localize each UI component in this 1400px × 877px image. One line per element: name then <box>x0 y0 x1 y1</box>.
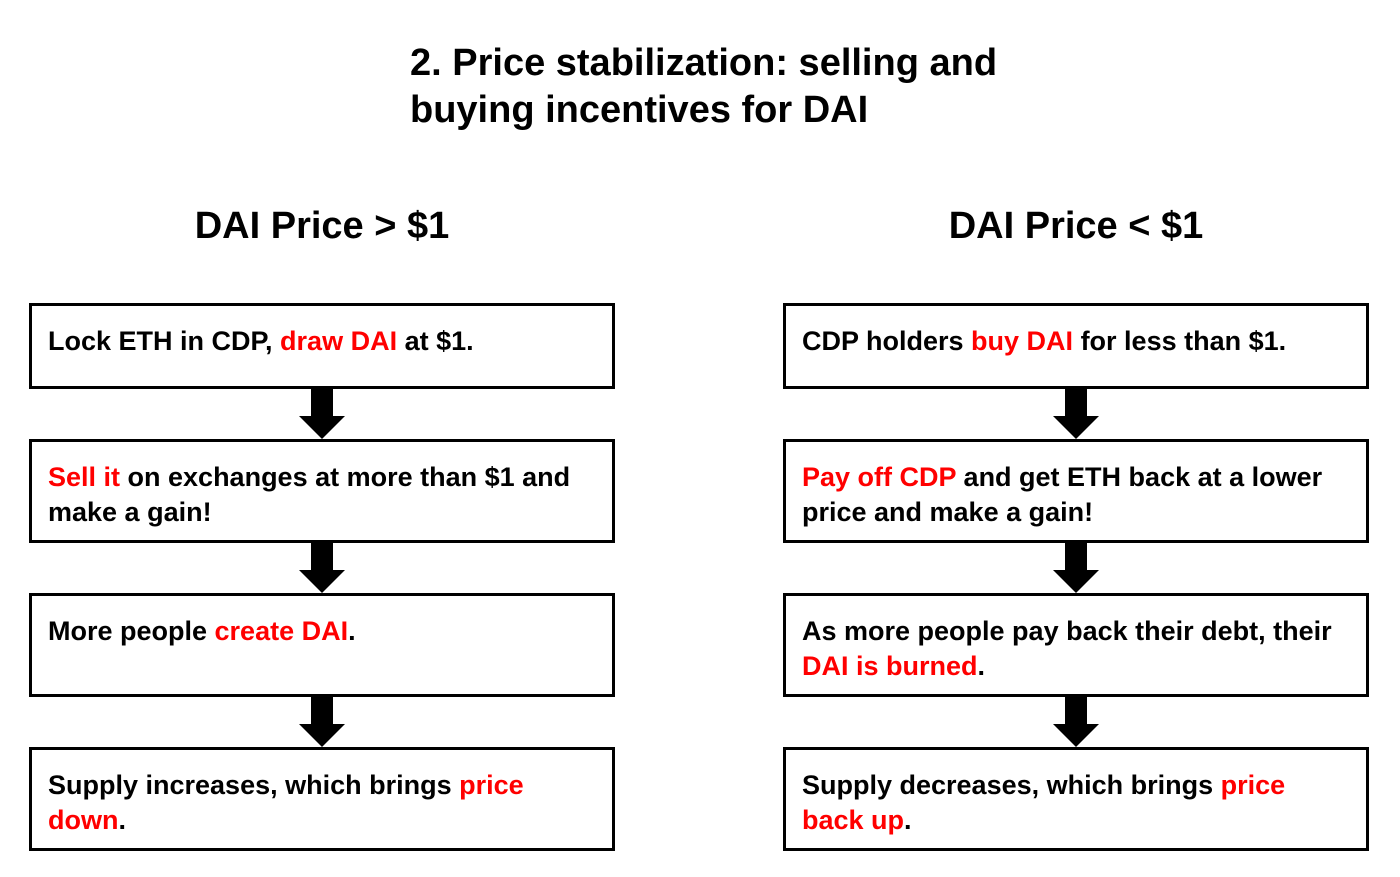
step-text: . <box>118 805 126 835</box>
step-text: Lock ETH in CDP, <box>48 326 281 356</box>
step-text: More people <box>48 616 215 646</box>
down-arrow-icon <box>1053 389 1099 439</box>
step-highlight: price down <box>48 770 524 835</box>
step-highlight: DAI is burned <box>802 651 978 681</box>
step-highlight: draw DAI <box>280 326 398 356</box>
diagram-title: 2. Price stabilization: selling and buyi… <box>410 40 1110 134</box>
title-line-2: buying incentives for DAI <box>410 89 869 131</box>
step-highlight: Pay off CDP <box>802 462 957 492</box>
left-step-1-box: Lock ETH in CDP, draw DAI at $1. <box>29 303 615 389</box>
step-text: . <box>977 651 986 681</box>
down-arrow-icon <box>299 697 345 747</box>
down-arrow-icon <box>299 389 345 439</box>
right-step-4-box: Supply decreases, which brings price bac… <box>783 747 1369 851</box>
right-column-heading: DAI Price < $1 <box>948 205 1204 247</box>
right-step-1-box: CDP holders buy DAI for less than $1. <box>783 303 1369 389</box>
step-text: for less than $1. <box>1073 326 1287 356</box>
step-text: Supply decreases, which brings <box>802 770 1221 800</box>
step-text: at $1. <box>397 326 474 356</box>
left-step-2-box: Sell it on exchanges at more than $1 and… <box>29 439 615 543</box>
right-step-3-box: As more people pay back their debt, thei… <box>783 593 1369 697</box>
right-step-2-box: Pay off CDP and get ETH back at a lower … <box>783 439 1369 543</box>
step-text: As more people pay back their debt, thei… <box>802 616 1332 646</box>
down-arrow-icon <box>1053 697 1099 747</box>
step-highlight: buy DAI <box>971 326 1074 356</box>
step-text: . <box>904 805 912 835</box>
left-step-4-box: Supply increases, which brings price dow… <box>29 747 615 851</box>
down-arrow-icon <box>1053 543 1099 593</box>
step-highlight: price back up <box>802 770 1286 835</box>
step-text: Supply increases, which brings <box>48 770 460 800</box>
left-step-3-box: More people create DAI. <box>29 593 615 697</box>
step-text: . <box>348 616 356 646</box>
step-highlight: create DAI <box>214 616 349 646</box>
left-column-heading: DAI Price > $1 <box>194 205 450 247</box>
step-text: and get ETH back at a lower price and ma… <box>802 462 1323 527</box>
step-text: on exchanges at more than $1 and make a … <box>48 462 571 527</box>
down-arrow-icon <box>299 543 345 593</box>
step-text: CDP holders <box>802 326 972 356</box>
step-highlight: Sell it <box>48 462 121 492</box>
title-line-1: 2. Price stabilization: selling and <box>410 42 998 84</box>
